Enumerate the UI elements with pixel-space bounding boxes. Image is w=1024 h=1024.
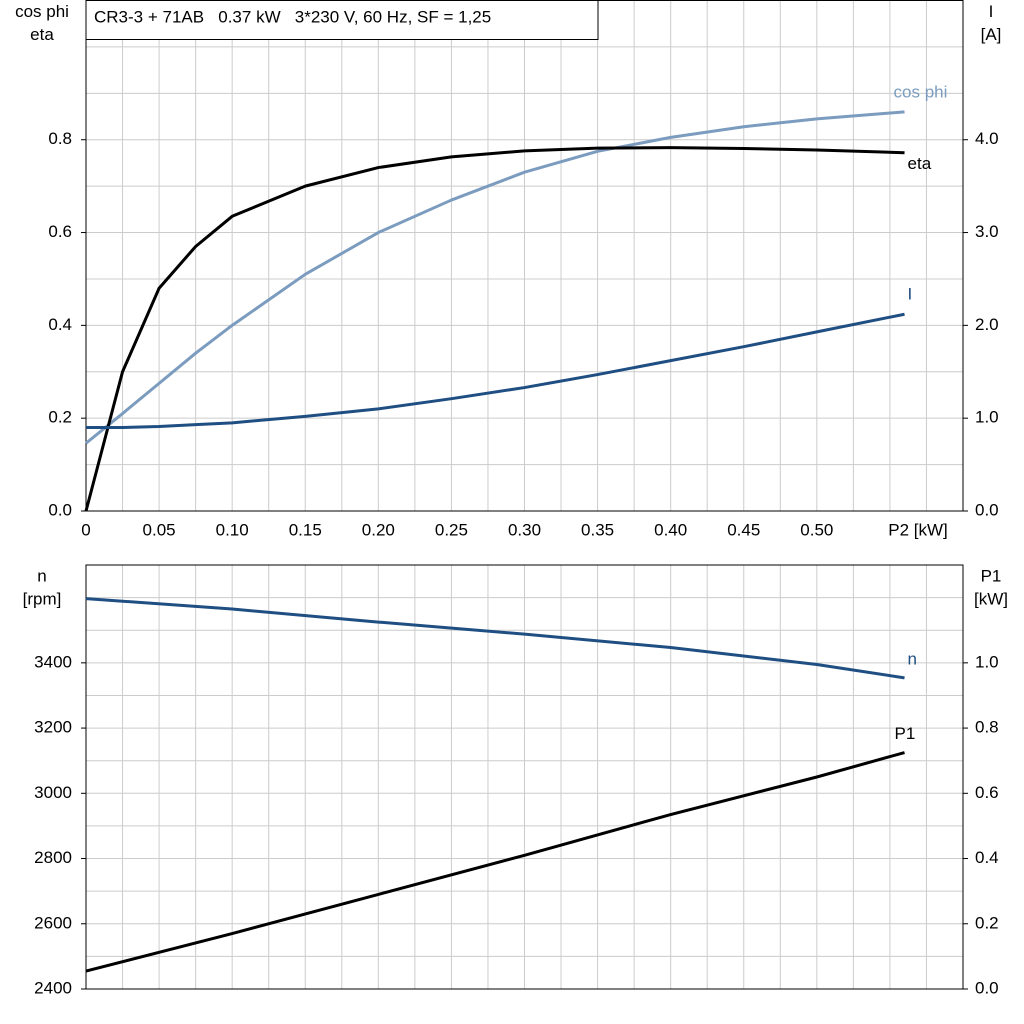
y2-tick-label: 2.0 [975, 315, 999, 334]
y2-tick-label: 3.0 [975, 222, 999, 241]
series-line [85, 597, 905, 680]
series-label: I [908, 285, 913, 304]
y-tick-label: 0.6 [48, 222, 72, 241]
x-tick-label: 0.35 [581, 520, 614, 539]
y-tick-label: 0.8 [48, 129, 72, 148]
y2-axis-label: [kW] [974, 589, 1008, 608]
series-line [85, 751, 905, 973]
x-tick-label: 0.10 [216, 520, 249, 539]
x-tick-label: 0.50 [800, 520, 833, 539]
y-axis-label: [rpm] [23, 589, 62, 608]
x-axis-label: P2 [kW] [888, 520, 948, 539]
x-tick-label: 0.40 [654, 520, 687, 539]
series-label: eta [908, 154, 932, 173]
y-tick-label: 2800 [34, 848, 72, 867]
y-axis-label: n [37, 566, 46, 585]
y-tick-label: 2600 [34, 913, 72, 932]
y2-tick-label: 1.0 [975, 408, 999, 427]
y2-axis-label: I [989, 2, 994, 21]
y-tick-label: 3400 [34, 652, 72, 671]
y-tick-label: 0.4 [48, 315, 72, 334]
y2-axis-label: P1 [981, 566, 1002, 585]
x-tick-label: 0.45 [727, 520, 760, 539]
y-axis-label: cos phi [15, 2, 69, 21]
y2-tick-label: 1.0 [975, 652, 999, 671]
series-label: n [908, 649, 917, 668]
y2-axis-label: [A] [981, 25, 1002, 44]
y-tick-label: 3200 [34, 718, 72, 737]
x-tick-label: 0 [81, 520, 90, 539]
y2-tick-label: 4.0 [975, 129, 999, 148]
x-tick-label: 0.30 [508, 520, 541, 539]
plot-border [85, 564, 964, 990]
x-tick-label: 0.25 [435, 520, 468, 539]
x-tick-label: 0.05 [143, 520, 176, 539]
series-line [84, 146, 905, 512]
series-line [86, 312, 905, 429]
y-tick-label: 2400 [34, 978, 72, 997]
y2-tick-label: 0.0 [975, 500, 999, 519]
title-box [85, 0, 599, 40]
x-tick-label: 0.20 [362, 520, 395, 539]
y-axis-label: eta [30, 25, 54, 44]
y-tick-label: 3000 [34, 783, 72, 802]
y2-tick-label: 0.4 [975, 848, 999, 867]
series-label: P1 [895, 724, 916, 743]
series-line [85, 110, 905, 445]
y2-tick-label: 0.0 [975, 978, 999, 997]
y-tick-label: 0.0 [48, 500, 72, 519]
y2-tick-label: 0.6 [975, 783, 999, 802]
chart-title: CR3-3 + 71AB 0.37 kW 3*230 V, 60 Hz, SF … [94, 7, 491, 26]
x-tick-label: 0.15 [289, 520, 322, 539]
y-tick-label: 0.2 [48, 408, 72, 427]
y2-tick-label: 0.8 [975, 718, 999, 737]
y2-tick-label: 0.2 [975, 913, 999, 932]
series-label: cos phi [894, 82, 948, 101]
